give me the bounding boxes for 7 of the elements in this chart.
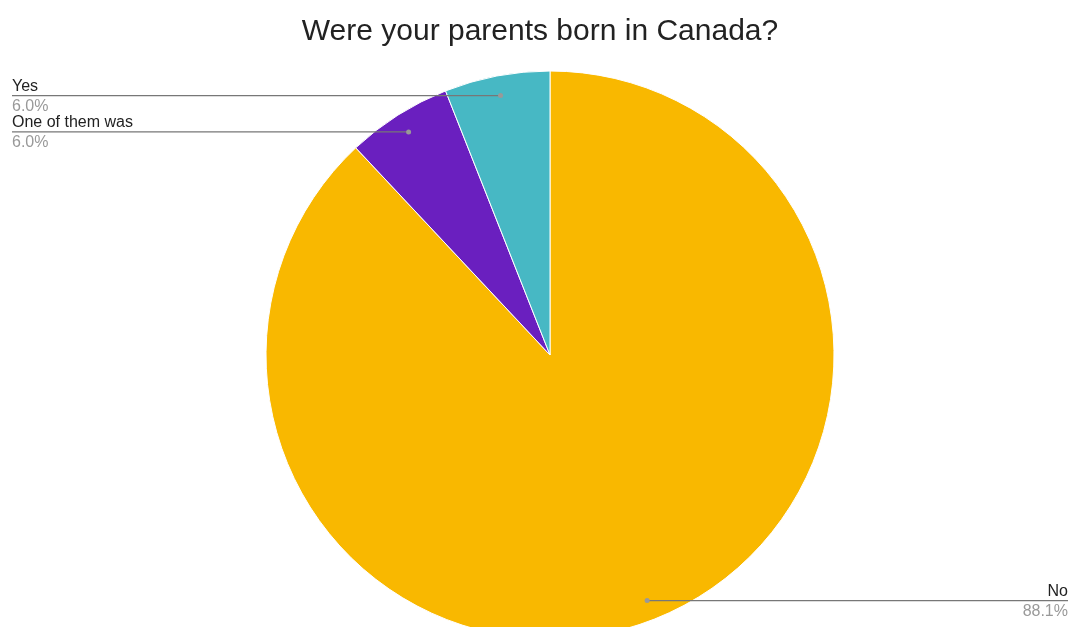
data-label: 6.0% bbox=[12, 132, 49, 150]
slice-label: No bbox=[1047, 581, 1069, 599]
chart-title: Were your parents born in Canada? bbox=[301, 13, 779, 46]
slice-label: One of them was bbox=[12, 112, 133, 130]
data-label: 88.1% bbox=[1022, 601, 1068, 619]
slice-label: Yes bbox=[12, 76, 39, 94]
data-label: 6.0% bbox=[12, 96, 49, 114]
